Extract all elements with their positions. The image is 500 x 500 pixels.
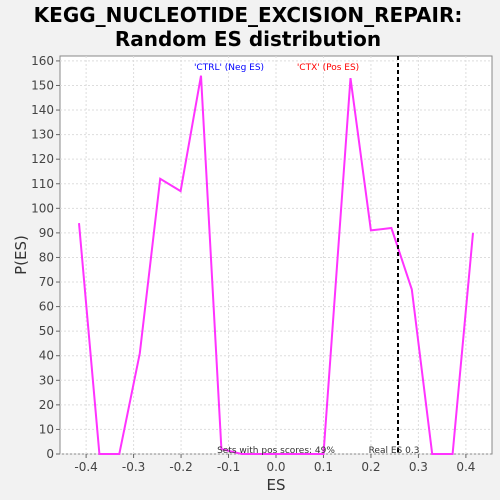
y-tick-label: 150 xyxy=(31,78,54,92)
annotations: 'CTRL' (Neg ES) 'CTX' (Pos ES) Sets with… xyxy=(194,63,419,456)
chart-title: KEGG_NUCLEOTIDE_EXCISION_REPAIR: xyxy=(34,3,463,27)
y-tick-label: 40 xyxy=(39,349,54,363)
neg-es-label: 'CTRL' (Neg ES) xyxy=(194,63,264,73)
y-tick-label: 110 xyxy=(31,177,54,191)
y-tick-label: 140 xyxy=(31,103,54,117)
y-tick-label: 90 xyxy=(39,226,54,240)
y-tick-label: 60 xyxy=(39,300,54,314)
x-axis-label: ES xyxy=(267,476,286,494)
chart-subtitle: Random ES distribution xyxy=(115,27,381,51)
pos-es-label: 'CTX' (Pos ES) xyxy=(297,63,359,73)
x-tick-label: -0.3 xyxy=(122,460,145,474)
y-tick-label: 120 xyxy=(31,152,54,166)
x-tick-label: 0.1 xyxy=(314,460,333,474)
series-layer xyxy=(78,56,474,455)
y-tick-label: 100 xyxy=(31,201,54,215)
y-tick-label: 160 xyxy=(31,54,54,68)
pos-scores-label: Sets with pos scores: 49% xyxy=(217,446,335,456)
x-tick-label: 0.2 xyxy=(361,460,380,474)
series-line xyxy=(78,75,474,455)
y-axis-label: P(ES) xyxy=(12,235,30,275)
y-tick-label: 80 xyxy=(39,250,54,264)
real-es-label: Real ES 0.3 xyxy=(369,446,420,456)
y-tick-label: 10 xyxy=(39,422,54,436)
y-tick-label: 20 xyxy=(39,398,54,412)
x-tick-label: 0.4 xyxy=(456,460,475,474)
y-tick-label: 130 xyxy=(31,128,54,142)
x-tick-label: 0.3 xyxy=(409,460,428,474)
y-tick-label: 30 xyxy=(39,373,54,387)
axes: 0 10 20 30 40 50 60 70 80 90 100 110 120 130 140 150 160… xyxy=(31,54,475,474)
y-tick-label: 0 xyxy=(46,447,54,461)
x-tick-label: -0.4 xyxy=(74,460,97,474)
grid-lines xyxy=(60,56,492,455)
x-tick-label: 0.0 xyxy=(266,460,285,474)
plot-area xyxy=(59,55,493,455)
x-tick-label: -0.2 xyxy=(169,460,192,474)
x-tick-label: -0.1 xyxy=(217,460,240,474)
y-tick-label: 50 xyxy=(39,324,54,338)
y-tick-label: 70 xyxy=(39,275,54,289)
